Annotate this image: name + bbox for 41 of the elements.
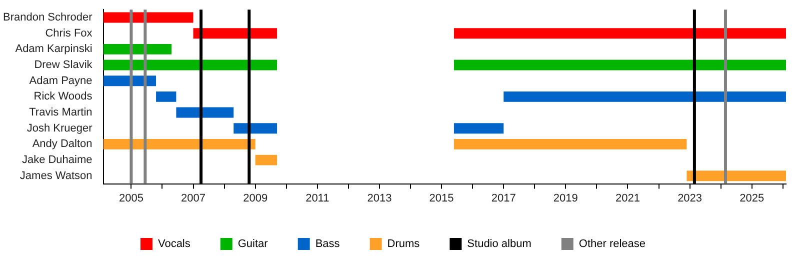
legend-label: Bass — [315, 238, 340, 250]
x-tick-label: 2011 — [306, 192, 330, 204]
y-tick-label: Adam Karpinski — [15, 43, 92, 56]
x-tick-label: 2017 — [491, 192, 516, 204]
bar — [454, 60, 786, 70]
bar — [255, 154, 278, 166]
bar — [234, 123, 278, 134]
bar — [156, 91, 176, 102]
x-tick-label: 2007 — [181, 192, 206, 204]
bar — [504, 91, 786, 102]
x-tick-label: 2005 — [118, 192, 144, 204]
legend-label: Drums — [387, 238, 420, 250]
bar — [103, 44, 172, 54]
bar — [103, 138, 256, 150]
y-tick-label: Adam Payne — [29, 74, 92, 87]
legend-label: Other release — [578, 238, 646, 250]
y-tick-label: Jake Duhaime — [22, 154, 92, 166]
y-tick-label: Brandon Schroder — [2, 12, 93, 24]
y-tick-label: Travis Martin — [29, 106, 92, 119]
bar — [193, 28, 278, 39]
bar — [454, 138, 687, 150]
y-tick-label: Drew Slavik — [34, 59, 93, 72]
x-tick-label: 2021 — [615, 192, 640, 204]
bar — [454, 28, 786, 39]
y-tick-label: Rick Woods — [34, 90, 93, 103]
y-tick-label: James Watson — [20, 170, 92, 182]
x-tick-label: 2023 — [678, 192, 702, 204]
legend-label: Vocals — [158, 238, 191, 250]
legend-label: Guitar — [238, 238, 268, 250]
x-tick-label: 2009 — [243, 192, 268, 204]
y-tick-label: Chris Fox — [45, 27, 93, 40]
bar — [176, 107, 234, 118]
bar — [454, 123, 504, 134]
x-tick-label: 2013 — [367, 192, 392, 204]
x-tick-label: 2015 — [429, 192, 454, 204]
x-tick-label: 2019 — [553, 192, 578, 204]
x-tick-label: 2025 — [740, 192, 764, 204]
y-tick-label: Andy Dalton — [32, 138, 92, 150]
bar — [686, 170, 786, 182]
y-tick-label: Josh Krueger — [26, 122, 93, 134]
legend-label: Studio album — [467, 238, 532, 250]
